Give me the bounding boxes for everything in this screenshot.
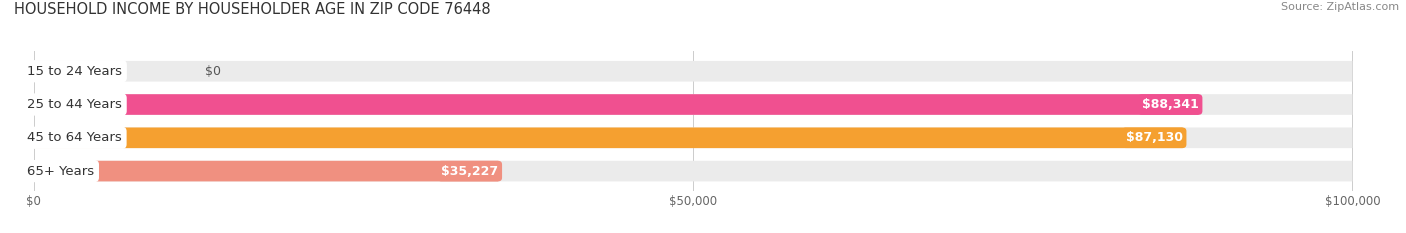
Text: 45 to 64 Years: 45 to 64 Years bbox=[27, 131, 122, 144]
Text: Source: ZipAtlas.com: Source: ZipAtlas.com bbox=[1281, 2, 1399, 12]
FancyBboxPatch shape bbox=[34, 94, 1199, 115]
FancyBboxPatch shape bbox=[34, 94, 1353, 115]
Text: $0: $0 bbox=[205, 65, 221, 78]
FancyBboxPatch shape bbox=[34, 161, 1353, 182]
Text: HOUSEHOLD INCOME BY HOUSEHOLDER AGE IN ZIP CODE 76448: HOUSEHOLD INCOME BY HOUSEHOLDER AGE IN Z… bbox=[14, 2, 491, 17]
Text: 25 to 44 Years: 25 to 44 Years bbox=[27, 98, 122, 111]
Text: $35,227: $35,227 bbox=[441, 164, 498, 178]
Text: $87,130: $87,130 bbox=[1126, 131, 1182, 144]
FancyBboxPatch shape bbox=[34, 61, 1353, 82]
Text: 65+ Years: 65+ Years bbox=[27, 164, 94, 178]
Text: $88,341: $88,341 bbox=[1142, 98, 1199, 111]
FancyBboxPatch shape bbox=[34, 161, 498, 182]
FancyBboxPatch shape bbox=[34, 127, 1353, 148]
FancyBboxPatch shape bbox=[34, 127, 1182, 148]
Text: 15 to 24 Years: 15 to 24 Years bbox=[27, 65, 122, 78]
